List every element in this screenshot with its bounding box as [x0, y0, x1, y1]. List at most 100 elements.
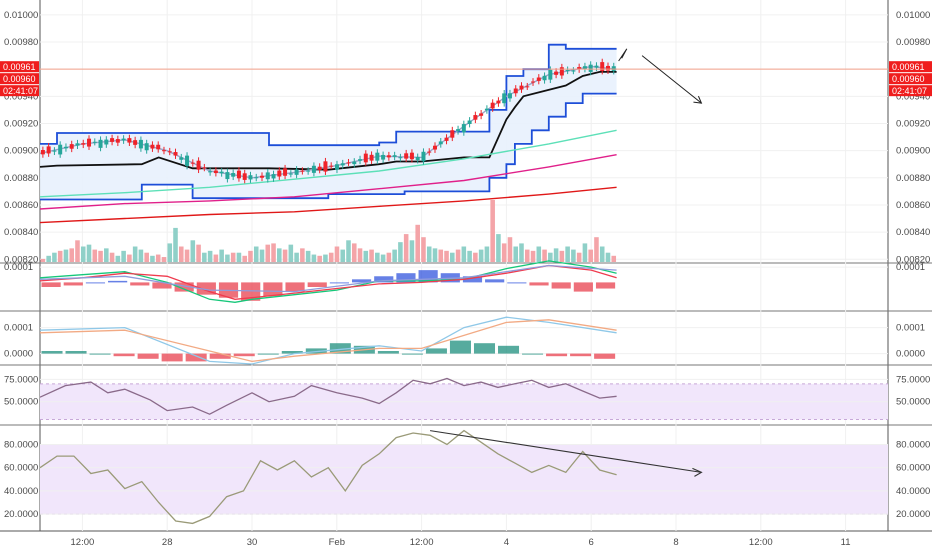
candle-body: [110, 138, 115, 142]
pane-axis-label-left: 50.0000: [4, 397, 38, 408]
indicator-line: [39, 260, 617, 303]
candle-body: [277, 170, 282, 177]
volume-bar: [334, 246, 340, 262]
candle-body: [40, 150, 45, 155]
volume-bar: [450, 252, 455, 262]
rsi-band: [40, 444, 888, 515]
volume-bar: [467, 250, 472, 262]
volume-bar: [553, 248, 559, 262]
pane-axis-label-left: 80.0000: [4, 440, 38, 451]
volume-bar: [219, 249, 224, 262]
candle-body: [415, 156, 420, 161]
histogram-bar: [374, 276, 394, 283]
volume-bar: [351, 243, 357, 262]
volume-bar: [104, 248, 109, 262]
price-arrow-head: [618, 48, 628, 62]
volume-bar: [432, 248, 438, 262]
volume-bar: [519, 243, 524, 262]
volume-bar: [588, 249, 593, 262]
histogram-bar: [329, 282, 349, 284]
histogram-bar: [41, 282, 61, 287]
candle-body: [138, 139, 143, 149]
volume-bar: [473, 252, 478, 262]
volume-bar: [173, 227, 178, 262]
candle-body: [582, 66, 587, 69]
candle-body: [346, 162, 351, 164]
volume-bar: [80, 246, 86, 262]
volume-bar: [409, 240, 415, 262]
candle-body: [502, 93, 507, 104]
price-axis-label-right: 0.01000: [896, 10, 930, 21]
candle-body: [352, 161, 357, 165]
volume-bar: [507, 237, 513, 262]
price-tag-right-label: 0.00960: [892, 74, 925, 84]
volume-bar: [57, 250, 63, 262]
candle-body: [398, 157, 403, 159]
candle-body: [161, 150, 166, 152]
volume-bar: [202, 252, 207, 262]
volume-bar: [138, 249, 144, 262]
volume-bar: [524, 249, 530, 262]
histogram-bar: [241, 282, 261, 301]
volume-bar: [496, 234, 501, 262]
volume-bar: [69, 248, 74, 262]
candle-body: [288, 173, 293, 175]
pane-axis-label-left: 0.0001: [4, 262, 33, 273]
histogram-bar: [546, 353, 568, 357]
candle-body: [456, 129, 461, 132]
time-axis-label: 12:00: [749, 537, 773, 548]
pane-axis-label-left: 0.0000: [4, 349, 33, 360]
volume-bar: [323, 254, 328, 262]
candle-body: [271, 174, 276, 179]
histogram-bar: [185, 353, 207, 362]
divergence-arrow-head: [692, 467, 703, 477]
volume-bar: [582, 243, 588, 262]
pane-axis-label-right: 75.0000: [896, 374, 930, 385]
candle-body: [81, 143, 86, 145]
histogram-bar: [281, 351, 303, 354]
volume-bar: [536, 246, 542, 262]
price-axis-label-left: 0.00840: [4, 227, 38, 238]
volume-bar: [242, 255, 247, 262]
divergence-trendline: [429, 430, 702, 473]
price-axis-label-right: 0.00840: [896, 227, 930, 238]
price-axis-label-right: 0.00820: [896, 254, 930, 265]
candle-body: [375, 152, 380, 161]
pane-axis-label-right: 0.0000: [896, 349, 925, 360]
candle-body: [150, 144, 155, 149]
histogram-bar: [263, 282, 283, 297]
donchian-basis-line: [39, 71, 617, 171]
volume-bar: [576, 252, 582, 262]
volume-bar: [305, 250, 311, 262]
candle-body: [231, 173, 236, 177]
candle-body: [87, 138, 92, 147]
candle-body: [242, 173, 247, 180]
candle-body: [265, 172, 270, 180]
histogram-bar: [285, 282, 305, 292]
candle-body: [104, 139, 109, 145]
candle-body: [600, 62, 605, 72]
histogram-bar: [63, 282, 83, 286]
volume-bar: [455, 249, 461, 262]
histogram-bar: [130, 282, 150, 286]
histogram-bar: [396, 273, 416, 283]
candle-body: [115, 139, 120, 143]
pane-axis-label-left: 20.0000: [4, 509, 38, 520]
candle-body: [311, 165, 316, 173]
candle-body: [548, 69, 553, 80]
price-axis-label-left: 0.00880: [4, 173, 38, 184]
volume-bar: [167, 243, 173, 262]
volume-bar: [98, 250, 103, 262]
histogram-bar: [507, 282, 527, 284]
candle-body: [513, 88, 518, 94]
price-axis-label-left: 0.00980: [4, 37, 38, 48]
donchian-lower-line: [40, 92, 617, 201]
volume-bar: [288, 244, 294, 262]
price-tag-right: [889, 85, 932, 97]
candle-body: [381, 154, 386, 160]
candle-body: [577, 67, 582, 70]
histogram-bar: [161, 353, 183, 362]
price-axis-label-left: 0.00860: [4, 200, 38, 211]
volume-bar: [398, 242, 403, 262]
